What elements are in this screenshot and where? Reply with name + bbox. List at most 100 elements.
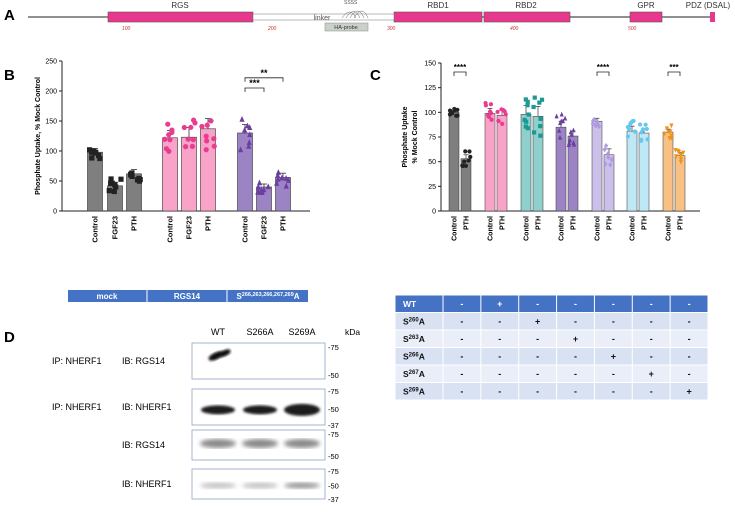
b-y-tick-label: 200: [45, 89, 57, 96]
c-data-point: [640, 127, 646, 132]
b-data-point: [169, 129, 175, 135]
c-data-point: [608, 162, 613, 168]
c-data-point: [625, 134, 631, 139]
linker-region: [252, 13, 395, 21]
table-cell: -: [460, 299, 463, 309]
table-cell: -: [498, 369, 501, 379]
b-x-tick-label: PTH: [204, 216, 213, 231]
b-x-tick-label: Control: [241, 216, 250, 243]
b-data-point: [275, 172, 281, 178]
table-row: [394, 329, 709, 348]
c-data-point: [557, 127, 562, 133]
c-data-point: [596, 123, 602, 130]
c-y-axis-label: Phosphate Uptake: [402, 106, 409, 167]
c-data-point: [554, 113, 559, 119]
table-cell: -: [498, 352, 501, 362]
c-x-tick-label: PTH: [642, 216, 649, 230]
b-x-tick-label: FGF23: [111, 216, 120, 239]
b-data-point: [237, 146, 244, 153]
b-data-point: [89, 149, 95, 155]
blot-band: [201, 405, 235, 415]
b-data-point: [183, 144, 189, 150]
c-data-point: [673, 154, 679, 160]
b-data-point: [136, 175, 142, 181]
blot-kda-marker: -75: [328, 387, 339, 396]
b-data-point: [199, 123, 205, 130]
panel-label-b: B: [4, 67, 15, 84]
pdz-label: PDZ (DSAL): [686, 1, 731, 10]
b-data-point: [189, 143, 195, 149]
gpr-domain: [629, 11, 663, 23]
c-data-point: [667, 135, 672, 141]
b-data-point: [204, 138, 210, 144]
b-data-point: [283, 182, 289, 189]
c-data-point: [532, 95, 537, 100]
table-cell: -: [536, 369, 539, 379]
c-data-point: [463, 163, 468, 168]
b-data-point: [275, 169, 281, 175]
c-y-tick-label: 25: [428, 184, 436, 191]
b-data-point: [208, 118, 214, 124]
c-data-point: [595, 119, 600, 125]
c-data-point: [488, 102, 494, 107]
c-data-point: [502, 109, 507, 114]
b-sig-label: **: [260, 68, 268, 78]
blot-band: [243, 405, 277, 415]
b-data-point: [118, 176, 124, 182]
c-data-point: [571, 127, 576, 133]
c-x-tick-label: Control: [666, 216, 673, 241]
b-group-label: S266,263,266,267,269A: [236, 292, 299, 301]
c-bar: [626, 130, 638, 212]
table-cell: -: [612, 317, 615, 327]
c-data-point: [468, 154, 473, 159]
table-cell: -: [536, 299, 539, 309]
c-data-point: [673, 148, 678, 153]
c-data-point: [455, 107, 460, 112]
c-data-point: [606, 154, 611, 161]
table-row-label: S260A: [403, 317, 425, 327]
b-sig-bracket: [244, 77, 284, 82]
blot-kda-marker: -50: [328, 405, 339, 414]
phosphosite-arcs: [341, 10, 369, 19]
table-row: [394, 347, 709, 366]
b-data-point: [239, 115, 245, 122]
c-data-point: [559, 111, 564, 117]
b-group-bar: [68, 290, 308, 302]
b-data-point: [265, 183, 271, 190]
scale-tick-500: 500: [628, 26, 637, 32]
c-y-tick-label: 125: [424, 85, 436, 92]
c-data-point: [525, 126, 530, 131]
blot-kda-marker: -50: [328, 452, 339, 461]
western-blot: WT S266A S269A kDa IP: NHERF1 IB: RGS14 -75 -50…: [52, 327, 360, 504]
b-y-tick-label: 250: [45, 59, 57, 66]
b-y-tick-label: 0: [53, 209, 57, 216]
blot-band: [284, 439, 320, 448]
c-data-point: [524, 119, 529, 124]
b-x-tick-label: FGF23: [260, 216, 269, 239]
c-bar: [484, 113, 496, 212]
c-data-point: [662, 131, 667, 137]
rbd2-domain: [483, 11, 571, 23]
b-y-tick-label: 150: [45, 119, 57, 126]
c-x-tick-label: PTH: [536, 216, 543, 230]
b-y-axis-label: Phosphate Uptake, % Mock Control: [35, 77, 42, 195]
blot-band: [242, 482, 278, 489]
table-cell: -: [688, 369, 691, 379]
c-x-tick-label: PTH: [571, 216, 578, 230]
c-bar: [674, 155, 686, 212]
c-sig-bracket: [453, 71, 467, 76]
blot-band: [284, 403, 320, 416]
c-data-point: [531, 130, 537, 135]
c-data-point: [602, 146, 607, 153]
b-x-tick-label: FGF23: [185, 216, 194, 239]
b-data-point: [247, 124, 253, 130]
c-bar: [496, 115, 508, 212]
table-cell: -: [650, 352, 653, 362]
b-data-point: [246, 142, 252, 149]
c-data-point: [483, 103, 488, 108]
c-data-point: [594, 121, 599, 127]
blot-lane-label: WT: [211, 327, 225, 337]
c-data-point: [539, 97, 545, 102]
table-cell: -: [574, 369, 577, 379]
